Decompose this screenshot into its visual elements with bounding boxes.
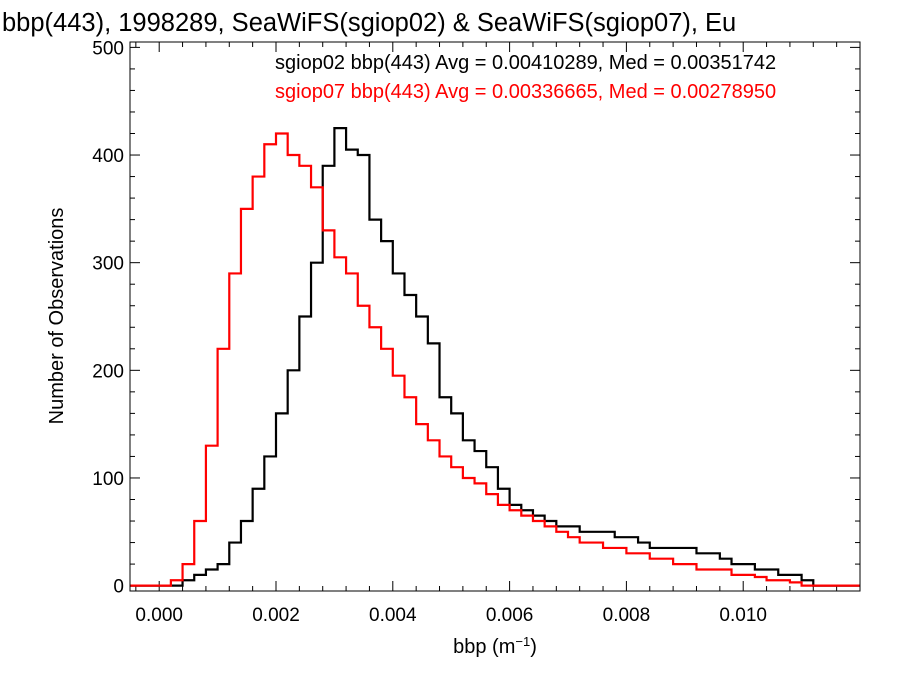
y-tick-label: 300 bbox=[92, 254, 124, 275]
y-tick-label: 500 bbox=[92, 38, 124, 59]
y-tick-label: 200 bbox=[92, 361, 124, 382]
x-tick-label: 0.010 bbox=[719, 605, 767, 626]
x-tick-label: 0.000 bbox=[135, 605, 183, 626]
series-line-sgiop02 bbox=[130, 127, 860, 587]
x-tick-label: 0.006 bbox=[486, 605, 534, 626]
y-tick-label: 400 bbox=[92, 146, 124, 167]
x-tick-label: 0.004 bbox=[369, 605, 417, 626]
chart-title: bbp(443), 1998289, SeaWiFS(sgiop02) & Se… bbox=[2, 9, 736, 37]
legend-entry-sgiop02: sgiop02 bbp(443) Avg = 0.00410289, Med =… bbox=[275, 52, 776, 74]
series-line-sgiop07 bbox=[130, 132, 860, 587]
x-tick-label: 0.002 bbox=[252, 605, 300, 626]
x-tick-label: 0.008 bbox=[603, 605, 651, 626]
x-axis-label-close: ) bbox=[530, 636, 537, 658]
y-tick-label: 0 bbox=[113, 577, 124, 598]
y-tick-label: 100 bbox=[92, 469, 124, 490]
x-axis-label-main: bbp (m bbox=[453, 636, 515, 658]
plot-frame bbox=[129, 41, 861, 592]
legend-entry-sgiop07: sgiop07 bbp(443) Avg = 0.00336665, Med =… bbox=[275, 81, 776, 103]
x-axis-label: bbp (m−1) bbox=[453, 634, 537, 658]
x-axis-label-superscript: −1 bbox=[515, 634, 530, 649]
y-axis-label: Number of Observations bbox=[46, 208, 68, 425]
